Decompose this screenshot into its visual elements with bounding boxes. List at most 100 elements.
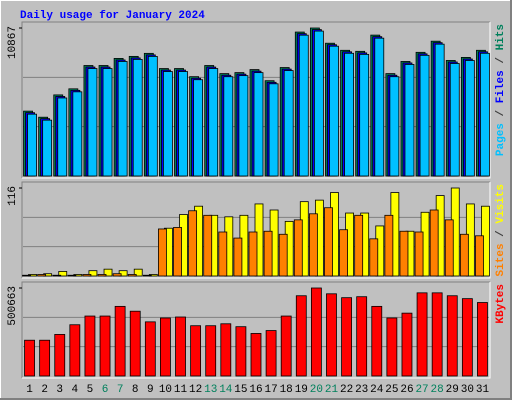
bar (102, 68, 113, 177)
legend: Sites / Visits (495, 184, 507, 276)
bar (384, 214, 394, 277)
bar (399, 230, 409, 277)
bar (238, 75, 249, 177)
bar (117, 61, 128, 177)
bar (103, 268, 113, 277)
bar (386, 317, 398, 377)
bar (404, 64, 415, 177)
bar (129, 310, 141, 377)
bar (27, 113, 37, 177)
bar (464, 60, 475, 177)
bar (39, 339, 51, 377)
y-tick-label: 10867 (7, 26, 19, 59)
x-tick-label: 16 (249, 384, 262, 396)
x-tick-label: 9 (147, 384, 154, 396)
x-tick-label: 25 (385, 384, 398, 396)
x-tick-label: 20 (310, 384, 323, 396)
bar (84, 315, 96, 377)
bar (22, 274, 31, 277)
x-tick-label: 27 (415, 384, 428, 396)
bar (175, 316, 186, 377)
bar (205, 325, 217, 377)
bar (112, 273, 122, 277)
bar (193, 79, 204, 177)
bar (475, 235, 484, 277)
bar (429, 209, 439, 277)
bar (203, 214, 213, 277)
bar (431, 292, 443, 377)
x-tick-label: 10 (159, 384, 172, 396)
bar (477, 302, 488, 377)
bar (371, 305, 383, 377)
bar (218, 231, 228, 277)
legend: KBytes (495, 284, 507, 324)
bar (87, 68, 98, 177)
bar (263, 230, 273, 277)
bar (190, 325, 202, 377)
bar (354, 214, 364, 277)
bar (280, 315, 292, 377)
legend-entry: Hits (495, 24, 507, 50)
x-tick-label: 31 (476, 384, 490, 396)
plot-border-dark (21, 281, 490, 378)
bar (416, 292, 428, 377)
bar (250, 333, 262, 377)
bar (142, 274, 152, 277)
bar (144, 321, 156, 377)
legend-entry: Visits (495, 184, 507, 224)
bar (114, 305, 126, 377)
x-tick-label: 26 (400, 384, 413, 396)
x-tick-label: 21 (325, 384, 339, 396)
x-tick-label: 17 (264, 384, 277, 396)
bar (188, 210, 198, 277)
y-tick-label: 500663 (7, 286, 19, 326)
bar (160, 317, 171, 377)
bar (459, 233, 469, 277)
legend-entry: Pages (495, 123, 507, 156)
x-tick-label: 6 (102, 384, 109, 396)
legend: Pages / Files / Hits (495, 24, 507, 156)
bar (419, 54, 430, 177)
bar (313, 30, 324, 177)
x-tick-label: 12 (189, 384, 202, 396)
x-tick-label: 18 (280, 384, 293, 396)
bar (414, 231, 424, 277)
chart-title: Daily usage for January 2024 (20, 10, 205, 22)
legend-entry: Files (495, 70, 507, 103)
x-tick-label: 19 (295, 384, 308, 396)
bar (97, 274, 107, 277)
x-tick-label: 1 (26, 384, 33, 396)
bar (158, 228, 167, 277)
x-tick-label: 2 (41, 384, 48, 396)
bar (235, 326, 247, 377)
x-tick-label: 23 (355, 384, 368, 396)
bar (133, 268, 143, 277)
legend-separator: / (495, 57, 507, 64)
plot-border-dark (21, 181, 490, 278)
bar (58, 271, 68, 277)
bar (88, 270, 98, 277)
x-tick-label: 11 (174, 384, 188, 396)
x-tick-label: 30 (461, 384, 474, 396)
bar (67, 274, 77, 277)
bar (69, 324, 81, 377)
bar (461, 298, 473, 377)
x-tick-label: 7 (117, 384, 124, 396)
bar (298, 34, 309, 177)
plot-border-light (22, 22, 491, 179)
bar (293, 219, 303, 277)
x-tick-label: 15 (234, 384, 247, 396)
bar (341, 297, 352, 377)
bar (329, 45, 339, 177)
bar (208, 68, 219, 177)
bar (127, 274, 137, 277)
bar (57, 97, 68, 177)
x-tick-label: 14 (219, 384, 233, 396)
bar (324, 207, 333, 277)
bar (295, 295, 307, 377)
legend-entry: Sites (495, 243, 507, 276)
bar (52, 274, 62, 277)
bar (446, 295, 458, 377)
x-tick-label: 28 (431, 384, 444, 396)
